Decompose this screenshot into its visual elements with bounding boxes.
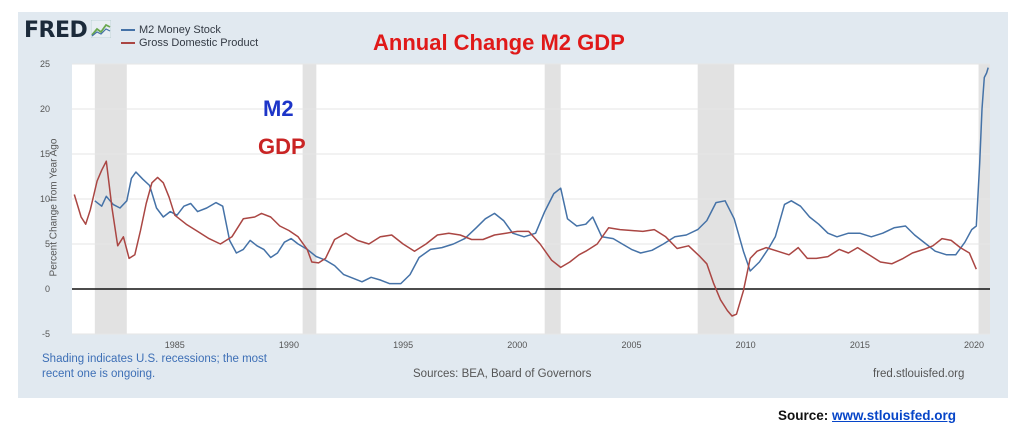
source-link[interactable]: www.stlouisfed.org bbox=[832, 408, 957, 423]
y-tick-label: 25 bbox=[40, 59, 50, 69]
legend-m2-swatch bbox=[121, 29, 135, 31]
fred-url[interactable]: fred.stlouisfed.org bbox=[873, 368, 965, 380]
source-credit: Source: www.stlouisfed.org bbox=[778, 408, 956, 423]
legend-m2-label: M2 Money Stock bbox=[139, 24, 221, 36]
x-tick-label: 1995 bbox=[393, 340, 413, 350]
y-tick-label: -5 bbox=[42, 329, 50, 339]
fred-graph-icon bbox=[91, 20, 111, 38]
y-tick-label: 10 bbox=[40, 194, 50, 204]
legend-gdp-label: Gross Domestic Product bbox=[139, 37, 259, 49]
y-tick-label: 15 bbox=[40, 149, 50, 159]
y-axis-label: Percent Change from Year Ago bbox=[48, 138, 60, 277]
legend-gdp-swatch bbox=[121, 42, 135, 44]
m2-overlay-label: M2 bbox=[263, 96, 294, 121]
x-tick-label: 2010 bbox=[736, 340, 756, 350]
recession-note: Shading indicates U.S. recessions; the m… bbox=[42, 353, 268, 380]
legend-m2: M2 Money Stock bbox=[121, 24, 221, 36]
x-tick-label: 1985 bbox=[165, 340, 185, 350]
legend-gdp: Gross Domestic Product bbox=[121, 37, 258, 49]
y-tick-label: 0 bbox=[45, 284, 50, 294]
x-tick-label: 2020 bbox=[964, 340, 984, 350]
fred-logo: FRED bbox=[24, 18, 88, 43]
x-tick-label: 2015 bbox=[850, 340, 870, 350]
gdp-overlay-label: GDP bbox=[258, 134, 306, 159]
x-tick-label: 2005 bbox=[621, 340, 641, 350]
y-tick-label: 20 bbox=[40, 104, 50, 114]
x-tick-label: 2000 bbox=[507, 340, 527, 350]
sources-text: Sources: BEA, Board of Governors bbox=[413, 368, 592, 380]
series-line-m2 bbox=[94, 67, 989, 285]
source-prefix: Source: bbox=[778, 408, 829, 423]
x-tick-label: 1990 bbox=[279, 340, 299, 350]
chart-title: Annual Change M2 GDP bbox=[373, 30, 625, 55]
chart-panel: FRED M2 Money Stock Gross Domestic Produ… bbox=[18, 12, 1008, 398]
y-tick-label: 5 bbox=[45, 239, 50, 249]
chart-plot: -5 0 5 10 15 20 25 1985 1990 1995 2000 2005 2010 2015… bbox=[40, 59, 990, 350]
series-line-gdp bbox=[73, 160, 977, 317]
